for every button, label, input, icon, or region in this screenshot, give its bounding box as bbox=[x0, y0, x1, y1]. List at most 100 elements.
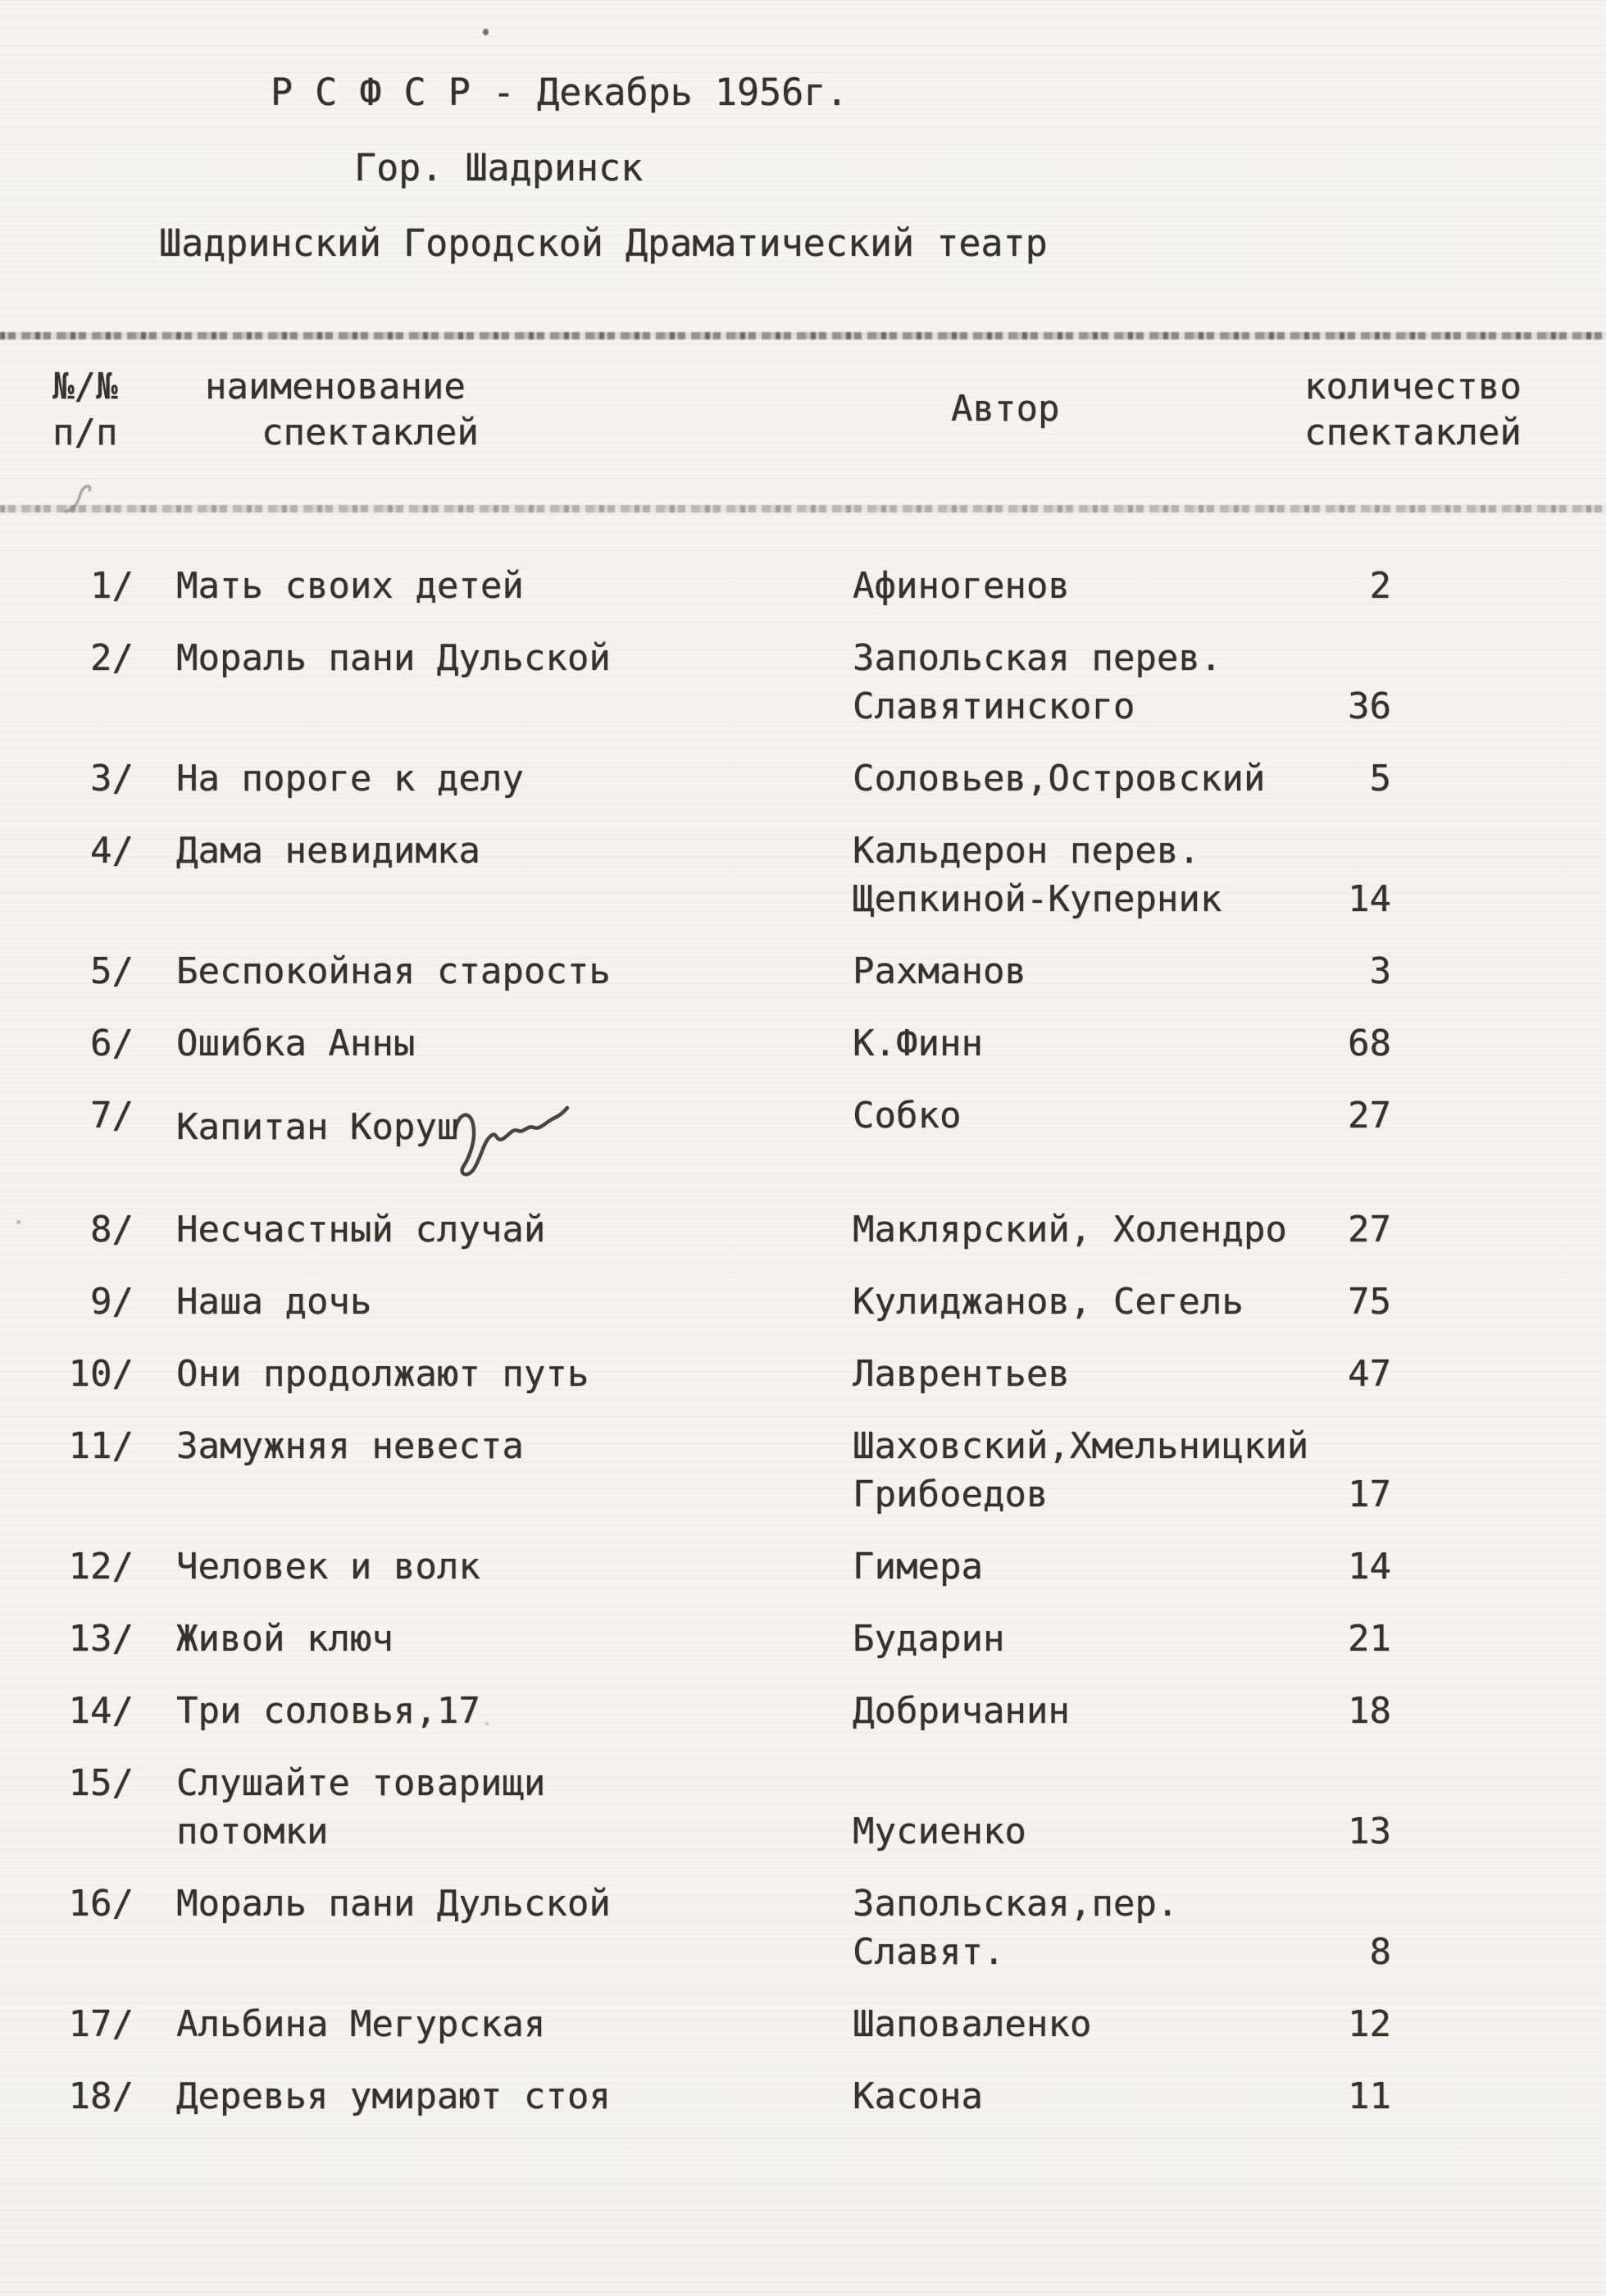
table-row: 9/Наша дочь Кулиджанов, Сегель 75 bbox=[0, 1278, 1606, 1326]
play-count: 27 bbox=[1348, 1095, 1391, 1137]
play-author: Мусиенко bbox=[853, 1811, 1026, 1852]
table-row: 10/Они продолжают путь Лаврентьев 47 bbox=[0, 1350, 1606, 1398]
row-number: 11/ bbox=[68, 1425, 134, 1467]
table-header: №/№ п/п наименование спектаклей Автор ко… bbox=[0, 364, 1606, 456]
play-author: Лаврентьев bbox=[853, 1353, 1070, 1395]
play-title: Мораль пани Дульской bbox=[176, 637, 611, 679]
play-author: Бударин bbox=[853, 1618, 1005, 1660]
play-count: 14 bbox=[1348, 878, 1391, 920]
table-row: 11/Замужняя невеста Шаховский,Хмельницкий… bbox=[0, 1422, 1606, 1519]
row-number: 3/ bbox=[90, 758, 134, 800]
table-row: 15/Слушайте товарищи потомки Мусиенко 13 bbox=[0, 1759, 1606, 1856]
play-count: 18 bbox=[1348, 1690, 1391, 1732]
play-title: Замужняя невеста bbox=[176, 1425, 524, 1467]
row-number: 15/ bbox=[68, 1762, 134, 1804]
play-author: Кальдерон перев. Щепкиной-Куперник bbox=[853, 830, 1222, 920]
row-number: 10/ bbox=[68, 1353, 134, 1395]
play-author: Афиногенов bbox=[853, 565, 1070, 607]
play-author: Собко bbox=[853, 1095, 962, 1137]
title-republic-date: Р С Ф С Р - Декабрь 1956г. bbox=[271, 71, 848, 114]
play-title: Три соловья,17 bbox=[176, 1690, 480, 1732]
ink-speck bbox=[483, 29, 489, 35]
play-title: Слушайте товарищи потомки bbox=[176, 1762, 546, 1852]
play-title: Капитан Коруш bbox=[143, 1091, 853, 1182]
play-author: Шаховский,Хмельницкий Грибоедов bbox=[853, 1425, 1309, 1515]
play-title: Беспокойная старость bbox=[176, 950, 611, 992]
play-count: 2 bbox=[1369, 565, 1392, 607]
play-author: Шаповаленко bbox=[853, 2003, 1092, 2045]
play-author: Маклярский, Холендро bbox=[853, 1209, 1287, 1250]
play-count: 14 bbox=[1348, 1546, 1391, 1588]
play-count: 75 bbox=[1348, 1281, 1391, 1323]
play-title: Ошибка Анны bbox=[176, 1023, 416, 1064]
title-city: Гор. Шадринск bbox=[354, 146, 644, 189]
play-count: 8 bbox=[1369, 1931, 1392, 1973]
play-count: 17 bbox=[1348, 1474, 1391, 1515]
play-author: Рахманов bbox=[853, 950, 1026, 992]
table-row: 1/Мать своих детей Афиногенов 2 bbox=[0, 562, 1606, 610]
play-title: Человек и волк bbox=[176, 1546, 480, 1588]
play-title: На пороге к делу bbox=[176, 758, 524, 800]
row-number: 4/ bbox=[90, 830, 134, 872]
play-count: 13 bbox=[1348, 1811, 1391, 1852]
play-author: К.Финн bbox=[853, 1023, 983, 1064]
play-author: Добричанин bbox=[853, 1690, 1070, 1732]
play-author: Кулиджанов, Сегель bbox=[853, 1281, 1244, 1323]
table-row: 6/Ошибка Анны К.Финн 68 bbox=[0, 1019, 1606, 1068]
play-count: 47 bbox=[1348, 1353, 1391, 1395]
table-row: 16/Мораль пани Дульской Запольская,пер. Сл… bbox=[0, 1879, 1606, 1976]
play-title: Дама невидимка bbox=[176, 830, 480, 872]
table-row: 7/Капитан Коруш Собко 27 bbox=[0, 1091, 1606, 1182]
row-number: 14/ bbox=[68, 1690, 134, 1732]
play-count: 21 bbox=[1348, 1618, 1391, 1660]
play-title: Живой ключ bbox=[176, 1618, 394, 1660]
col-header-name: наименование спектаклей bbox=[205, 366, 479, 453]
play-count: 5 bbox=[1369, 758, 1392, 800]
play-author: Гимера bbox=[853, 1546, 983, 1588]
row-number: 7/ bbox=[90, 1095, 134, 1137]
row-number: 12/ bbox=[68, 1546, 134, 1588]
table-row: 18/Деревья умирают стоя Касона 11 bbox=[0, 2072, 1606, 2121]
row-number: 8/ bbox=[90, 1209, 134, 1250]
table-row: 14/Три соловья,17 Добричанин 18 bbox=[0, 1687, 1606, 1735]
table-row: 5/Беспокойная старость Рахманов 3 bbox=[0, 947, 1606, 995]
table-row: 2/Мораль пани Дульской Запольская перев. С… bbox=[0, 634, 1606, 731]
horizontal-rule-bottom bbox=[0, 485, 1606, 513]
row-number: 13/ bbox=[68, 1618, 134, 1660]
row-number: 18/ bbox=[68, 2075, 134, 2117]
play-count: 68 bbox=[1348, 1023, 1391, 1064]
play-author: Запольская,пер. Славят. bbox=[853, 1883, 1179, 1973]
play-title: Мать своих детей bbox=[176, 565, 524, 607]
pen-tick-mark bbox=[64, 485, 92, 513]
table-body: 1/Мать своих детей Афиногенов 2 2/Мораль па… bbox=[0, 562, 1606, 2121]
play-title: Они продолжают путь bbox=[176, 1353, 589, 1395]
play-count: 36 bbox=[1348, 686, 1391, 727]
row-number: 1/ bbox=[90, 565, 134, 607]
row-number: 9/ bbox=[90, 1281, 134, 1323]
handwritten-squiggle bbox=[453, 1105, 570, 1177]
play-title: Несчастный случай bbox=[176, 1209, 546, 1250]
play-author: Касона bbox=[853, 2075, 983, 2117]
play-count: 12 bbox=[1348, 2003, 1391, 2045]
row-number: 6/ bbox=[90, 1023, 134, 1064]
row-number: 17/ bbox=[68, 2003, 134, 2045]
play-count: 11 bbox=[1348, 2075, 1391, 2117]
row-number: 2/ bbox=[90, 637, 134, 679]
table-row: 4/Дама невидимка Кальдерон перев. Щепкиной… bbox=[0, 827, 1606, 923]
play-title: Мораль пани Дульской bbox=[176, 1883, 611, 1925]
col-header-author: Автор bbox=[951, 388, 1060, 430]
horizontal-rule-top bbox=[0, 332, 1606, 339]
col-header-num: №/№ п/п bbox=[52, 366, 118, 453]
title-theater: Шадринский Городской Драматический театр bbox=[159, 221, 1048, 265]
table-row: 13/Живой ключ Бударин 21 bbox=[0, 1615, 1606, 1663]
play-author: Запольская перев. Славятинского bbox=[853, 637, 1222, 727]
play-count: 3 bbox=[1369, 950, 1392, 992]
play-title: Наша дочь bbox=[176, 1281, 372, 1323]
play-title: Деревья умирают стоя bbox=[176, 2075, 611, 2117]
ink-speck bbox=[16, 1220, 20, 1224]
document-header: Р С Ф С Р - Декабрь 1956г. Гор. Шадринск… bbox=[0, 0, 1606, 264]
play-author: Соловьев,Островский bbox=[853, 758, 1266, 800]
row-number: 16/ bbox=[68, 1883, 134, 1925]
play-count: 27 bbox=[1348, 1209, 1391, 1250]
